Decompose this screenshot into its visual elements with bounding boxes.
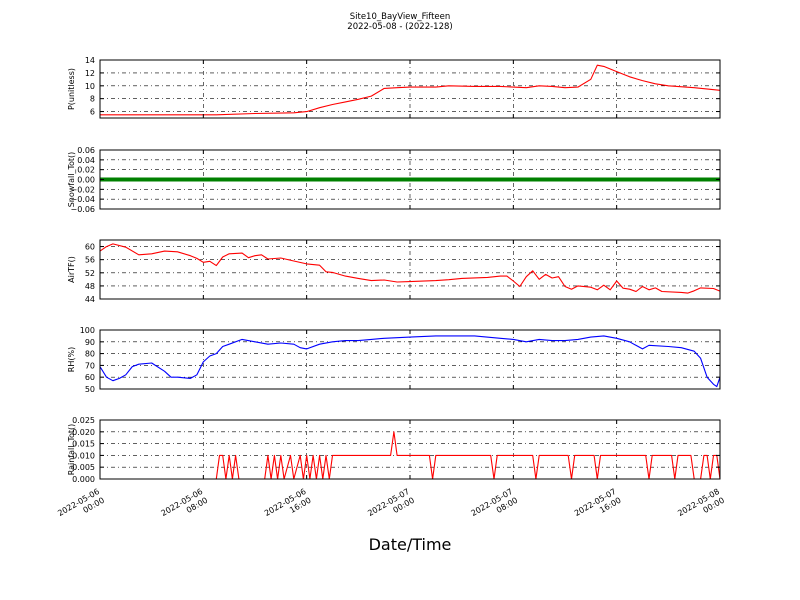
y-tick-label: 90 xyxy=(85,338,95,347)
y-tick-label: 0.04 xyxy=(77,156,95,165)
x-tick-label: 2022-05-0608:00 xyxy=(160,487,210,527)
y-tick-label: 0.025 xyxy=(72,416,95,425)
y-tick-label: 48 xyxy=(85,282,95,291)
panels: 68101214P(unitless)−0.06−0.04−0.020.000.… xyxy=(67,56,721,484)
y-tick-label: 80 xyxy=(85,350,95,359)
panel-p: 6 8 10 12 14 P(unitless) xyxy=(67,56,721,119)
y-axis-label: Rainfall_Tot() xyxy=(67,424,76,476)
y-tick-label: 50 xyxy=(85,385,95,394)
panel-rh: 50 60 70 80 90 100 RH(%) xyxy=(67,326,721,394)
y-tick-label: 0.015 xyxy=(72,440,95,449)
y-tick-label: 60 xyxy=(85,373,95,382)
y-tick-label: −0.04 xyxy=(70,195,95,204)
chart-title: Site10_BayView_Fifteen xyxy=(350,12,451,22)
y-tick-label: 6 xyxy=(90,108,95,117)
x-axis-label: Date/Time xyxy=(369,535,452,554)
y-axis-label: RH(%) xyxy=(67,347,76,372)
y-tick-label: 14 xyxy=(85,56,95,65)
y-tick-label: 0.020 xyxy=(72,428,95,437)
x-tick-label: 2022-05-0708:00 xyxy=(470,487,520,527)
y-tick-label: 52 xyxy=(85,269,95,278)
y-tick-label: 0.02 xyxy=(77,166,95,175)
y-tick-label: 0.005 xyxy=(72,463,95,472)
y-tick-label: 0.06 xyxy=(77,146,95,155)
y-axis-label: AirTF() xyxy=(67,256,76,283)
y-tick-label: −0.02 xyxy=(70,185,95,194)
y-axis-label: Snowfall_Tot() xyxy=(67,152,76,208)
x-tick-label: 2022-05-0700:00 xyxy=(366,487,416,527)
y-tick-label: 56 xyxy=(85,256,95,265)
x-tick-label: 2022-05-0716:00 xyxy=(573,487,623,527)
x-tick-label: 2022-05-0616:00 xyxy=(263,487,313,527)
y-tick-label: 10 xyxy=(85,82,95,91)
series-airt xyxy=(99,243,721,294)
chart-subtitle: 2022-05-08 - (2022-128) xyxy=(347,22,452,32)
y-tick-label: −0.06 xyxy=(70,205,95,214)
x-tick-labels: 2022-05-0600:00 2022-05-0608:00 2022-05-06… xyxy=(56,487,726,527)
series-rh xyxy=(99,335,721,388)
y-tick-label: 8 xyxy=(90,95,95,104)
series-p xyxy=(100,64,721,116)
series-rain xyxy=(100,431,721,480)
y-tick-label: 0.000 xyxy=(72,475,95,484)
y-tick-label: 0.010 xyxy=(72,451,95,460)
panel-snow: −0.06−0.04−0.020.000.020.040.06Snowfall_… xyxy=(67,146,721,214)
y-tick-label: 0.00 xyxy=(77,176,95,185)
panel-airt: 44 48 52 56 60 AirTF() xyxy=(67,239,721,304)
y-tick-label: 100 xyxy=(80,326,95,335)
y-tick-label: 12 xyxy=(85,69,95,78)
x-tick-label: 2022-05-0800:00 xyxy=(676,487,726,527)
y-tick-label: 70 xyxy=(85,361,95,370)
y-axis-label: P(unitless) xyxy=(67,68,76,110)
y-tick-label: 60 xyxy=(85,243,95,252)
panel-rain: 0.000 0.005 0.010 0.015 0.020 0.025Rainfall_T… xyxy=(67,416,721,484)
x-tick-label: 2022-05-0600:00 xyxy=(56,487,106,527)
y-tick-label: 44 xyxy=(85,295,95,304)
